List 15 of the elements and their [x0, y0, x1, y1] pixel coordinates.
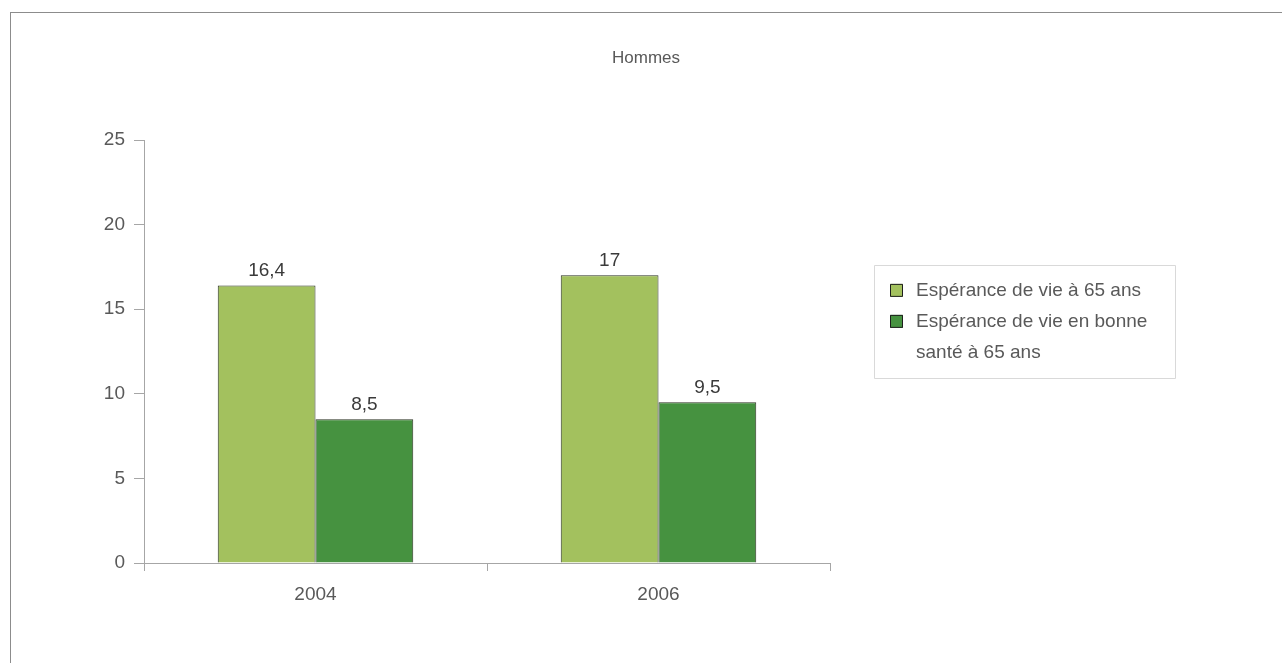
y-tick-label: 10 [103, 382, 125, 404]
legend-label: Espérance de vie en bonne santé à 65 ans [916, 310, 1148, 363]
y-tick-label: 20 [103, 212, 125, 234]
data-label: 16,4 [248, 259, 286, 281]
data-label: 8,5 [351, 392, 378, 414]
y-tick-label: 5 [114, 466, 125, 488]
x-tick-label: 2006 [637, 582, 680, 604]
y-tick-label: 0 [114, 551, 125, 573]
data-label: 17 [599, 249, 621, 271]
legend-label: Espérance de vie à 65 ans [916, 279, 1141, 301]
x-tick-label: 2004 [294, 582, 338, 604]
y-tick-label: 15 [103, 297, 125, 319]
y-tick-label: 25 [103, 128, 125, 150]
chart-title: Hommes [611, 47, 681, 67]
data-label: 9,5 [694, 375, 721, 397]
